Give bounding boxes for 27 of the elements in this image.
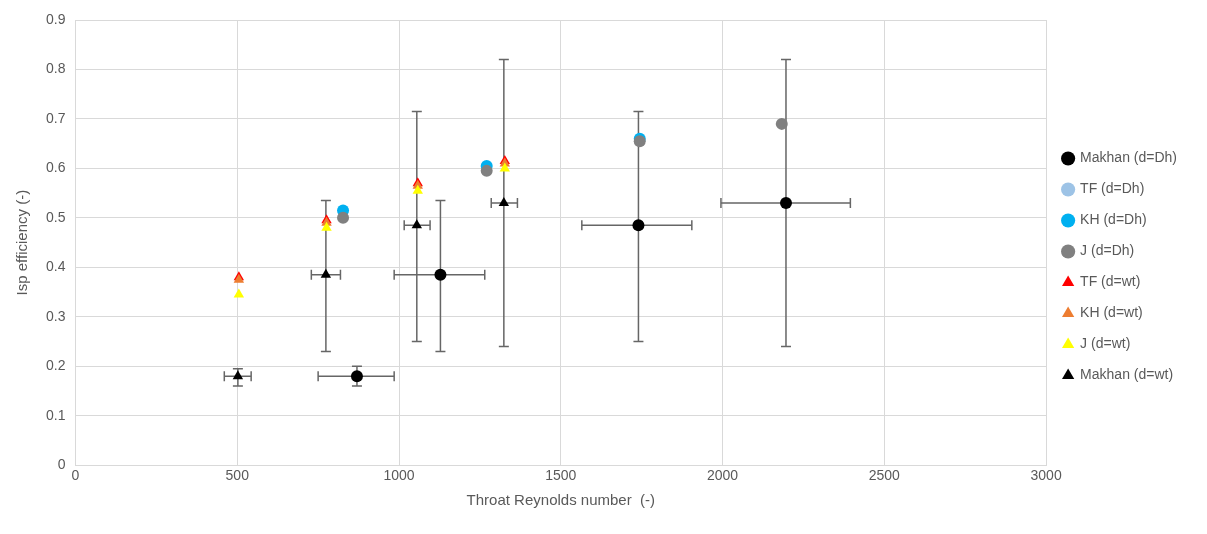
y-tick-label: 0.4	[45, 258, 66, 275]
x-tick-label: 500	[225, 467, 250, 484]
y-tick-label: 0.6	[45, 159, 66, 176]
y-tick-label: 0.5	[45, 208, 66, 225]
y-tick-label: 0.9	[45, 10, 66, 27]
legend-label: J (d=wt)	[1080, 335, 1131, 352]
y-tick-label: 0.2	[45, 357, 66, 374]
legend-label: KH (d=Dh)	[1080, 211, 1147, 228]
legend-label: TF (d=Dh)	[1080, 180, 1145, 197]
y-tick-label: 0.3	[45, 307, 66, 324]
x-tick-label: 1500	[545, 467, 577, 484]
x-tick-label: 2500	[868, 467, 901, 484]
y-tick-label: 0	[57, 456, 66, 473]
legend-label: KH (d=wt)	[1080, 304, 1143, 321]
legend-label: Makhan (d=Dh)	[1080, 149, 1178, 166]
x-tick-label: 0	[71, 467, 80, 484]
legend-label: Makhan (d=wt)	[1080, 366, 1174, 383]
y-tick-label: 0.8	[45, 60, 66, 77]
x-tick-label: 1000	[383, 467, 415, 484]
y-tick-label: 0.1	[45, 406, 66, 423]
legend-label: TF (d=wt)	[1080, 273, 1141, 290]
x-axis-title: Throat Reynolds number (-)	[466, 491, 655, 509]
y-axis-title: Isp efficiency (-)	[13, 189, 31, 296]
x-tick-label: 2000	[706, 467, 739, 484]
x-tick-label: 3000	[1030, 467, 1062, 484]
legend-label: J (d=Dh)	[1080, 242, 1135, 259]
y-tick-label: 0.7	[45, 109, 66, 126]
